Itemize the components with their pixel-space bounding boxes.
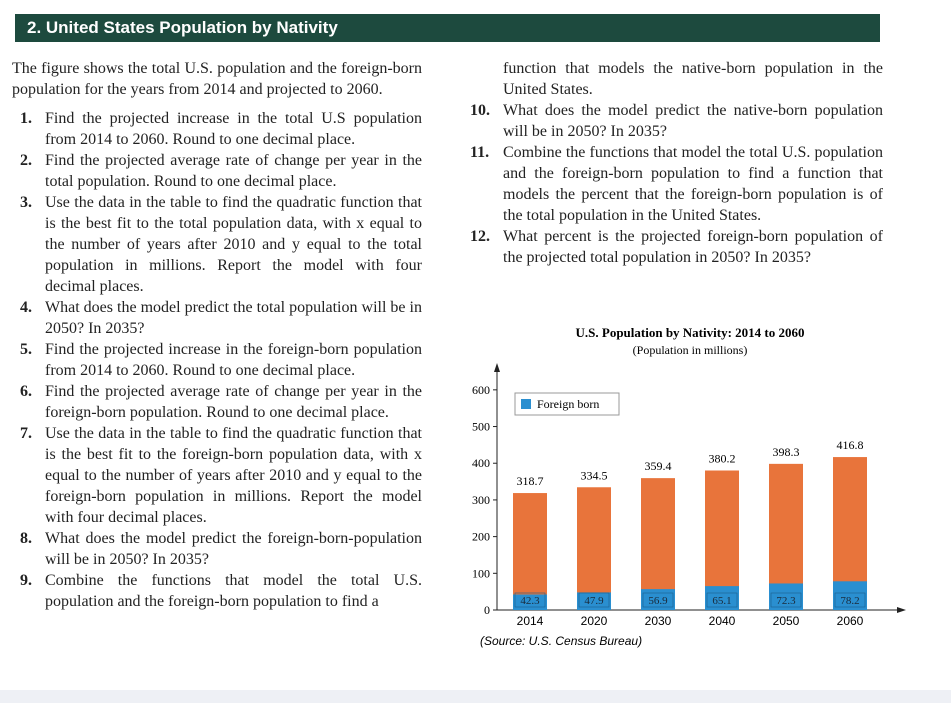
- value-label: 42.3: [520, 595, 540, 607]
- value-label-box: [770, 592, 802, 608]
- x-tick-label: 2040: [709, 614, 736, 628]
- problem-text: Find the projected average rate of chang…: [45, 152, 422, 190]
- value-label: 380.2: [709, 451, 736, 465]
- problem: 3. Use the data in the table to find the …: [12, 192, 422, 297]
- problem-text: Find the projected increase in the total…: [45, 110, 422, 148]
- problem-text: What does the model predict the foreign-…: [45, 530, 422, 568]
- problem: 1. Find the projected increase in the tot…: [12, 108, 422, 150]
- problem-text: What does the model predict the native-b…: [503, 102, 883, 140]
- problem-text: Find the projected increase in the forei…: [45, 341, 422, 379]
- problem-number: 8.: [20, 530, 32, 547]
- problem-text: What does the model predict the total po…: [45, 299, 422, 337]
- problem: 10. What does the model predict the nativ…: [470, 100, 883, 142]
- problem: 12. What percent is the projected foreign…: [470, 226, 883, 268]
- problem-number: 3.: [20, 194, 32, 211]
- chart-subtitle: (Population in millions): [633, 343, 748, 357]
- bar: [705, 586, 739, 610]
- problem-number: 6.: [20, 383, 32, 400]
- x-tick-label: 2020: [581, 614, 608, 628]
- problem-continued: function that models the native-born pop…: [503, 60, 883, 98]
- legend-label: Foreign born: [537, 397, 599, 411]
- value-label: 398.3: [773, 445, 800, 459]
- problem-text: Use the data in the table to find the qu…: [45, 194, 422, 295]
- x-tick-label: 2060: [837, 614, 864, 628]
- problem-number: 12.: [470, 228, 490, 245]
- bar: [641, 589, 675, 610]
- problem: 8. What does the model predict the foreig…: [12, 528, 422, 570]
- problem: 9. Combine the functions that model the t…: [12, 570, 422, 612]
- problem-number: 11.: [470, 144, 490, 161]
- bar: [513, 594, 547, 610]
- value-label-box: [706, 592, 738, 608]
- problem-number: 7.: [20, 425, 32, 442]
- value-label: 416.8: [837, 438, 864, 452]
- problem-number: 5.: [20, 341, 32, 358]
- legend-box: [514, 392, 620, 416]
- problem-text: Use the data in the table to find the qu…: [45, 425, 422, 526]
- value-label: 72.3: [776, 595, 796, 607]
- y-tick-label: 400: [472, 456, 490, 470]
- value-label: 359.4: [645, 459, 672, 473]
- header-title: 2. United States Population by Nativity: [27, 18, 338, 37]
- header-bar: 2. United States Population by Nativity: [15, 14, 880, 42]
- problem: 2. Find the projected average rate of cha…: [12, 150, 422, 192]
- value-label: 47.9: [584, 595, 604, 607]
- right-column: function that models the native-born pop…: [470, 58, 883, 268]
- value-label-box: [834, 592, 866, 608]
- value-label-box: [642, 592, 674, 608]
- x-axis-arrow: [897, 607, 906, 613]
- problem-number: 9.: [20, 572, 32, 589]
- problem-text: Combine the functions that model the tot…: [45, 572, 422, 610]
- y-tick-label: 200: [472, 530, 490, 544]
- y-axis-arrow: [494, 363, 500, 372]
- y-tick-label: 0: [484, 603, 490, 617]
- problem-list: 10. What does the model predict the nativ…: [470, 100, 883, 268]
- value-label: 318.7: [517, 474, 544, 488]
- problem-number: 1.: [20, 110, 32, 127]
- problem: 4. What does the model predict the total …: [12, 297, 422, 339]
- chart-title: U.S. Population by Nativity: 2014 to 206…: [576, 325, 805, 340]
- problem-number: 2.: [20, 152, 32, 169]
- x-tick-label: 2030: [645, 614, 672, 628]
- y-tick-label: 300: [472, 493, 490, 507]
- problem: 11. Combine the functions that model the …: [470, 142, 883, 226]
- problem: 7. Use the data in the table to find the …: [12, 423, 422, 528]
- bar: [577, 592, 611, 610]
- value-label-box: [578, 592, 610, 608]
- bar: [577, 487, 611, 610]
- problem-number: 10.: [470, 102, 490, 119]
- bottom-strip: [0, 690, 951, 703]
- chart: U.S. Population by Nativity: 2014 to 206…: [472, 325, 906, 648]
- value-label: 65.1: [712, 595, 731, 607]
- bar: [641, 478, 675, 610]
- bar: [833, 581, 867, 610]
- y-tick-label: 500: [472, 420, 490, 434]
- value-label-box: [514, 592, 546, 608]
- problem: 6. Find the projected average rate of cha…: [12, 381, 422, 423]
- bar: [513, 493, 547, 610]
- problem-text: Combine the functions that model the tot…: [503, 144, 883, 224]
- legend-swatch: [521, 399, 531, 409]
- problem-text: What percent is the projected foreign-bo…: [503, 228, 883, 266]
- problem-number: 4.: [20, 299, 32, 316]
- value-label: 334.5: [581, 468, 608, 482]
- problem-text: Find the projected average rate of chang…: [45, 383, 422, 421]
- intro: The figure shows the total U.S. populati…: [12, 60, 422, 98]
- value-label: 56.9: [648, 595, 668, 607]
- problem-list: 1. Find the projected increase in the tot…: [12, 108, 422, 612]
- problem: 5. Find the projected increase in the for…: [12, 339, 422, 381]
- y-tick-label: 600: [472, 383, 490, 397]
- x-tick-label: 2050: [773, 614, 800, 628]
- x-tick-label: 2014: [517, 614, 544, 628]
- value-label: 78.2: [840, 595, 859, 607]
- left-column: The figure shows the total U.S. populati…: [12, 58, 422, 612]
- bar: [769, 583, 803, 610]
- chart-source: (Source: U.S. Census Bureau): [480, 634, 642, 648]
- y-tick-label: 100: [472, 566, 490, 580]
